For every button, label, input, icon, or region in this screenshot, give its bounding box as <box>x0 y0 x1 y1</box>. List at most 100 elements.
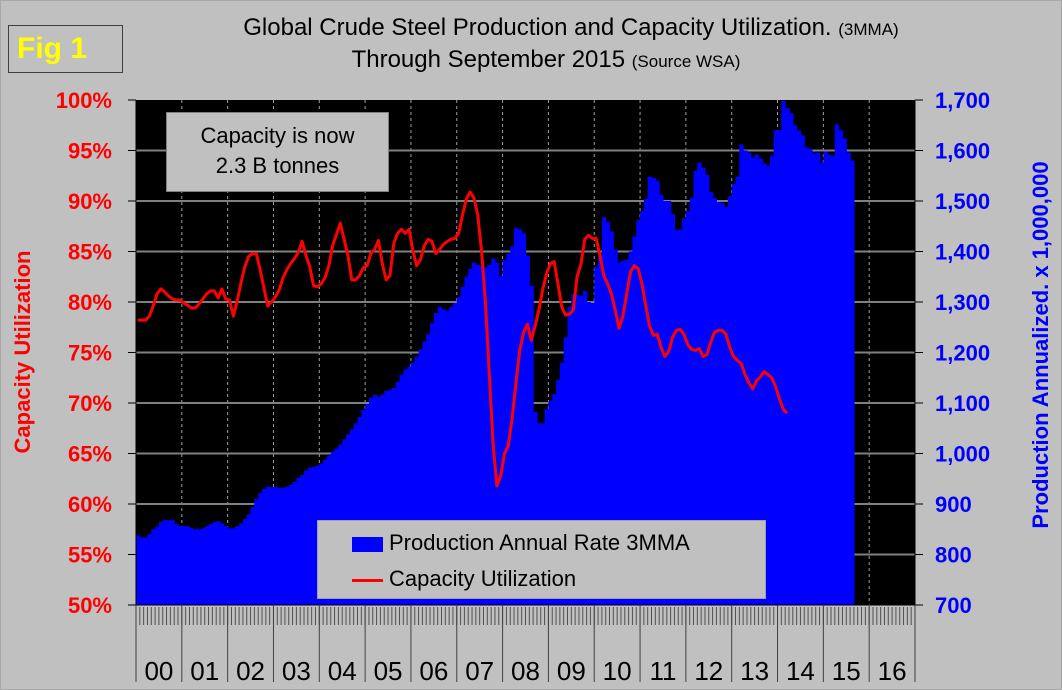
production-bar <box>288 484 294 605</box>
production-bar <box>724 207 729 605</box>
production-bar <box>472 262 477 605</box>
right-axis-tick-label: 800 <box>935 543 972 568</box>
production-bar <box>460 286 465 605</box>
production-bar <box>544 409 550 605</box>
production-bar <box>372 394 378 605</box>
production-bar <box>403 369 408 605</box>
x-axis-tick-label: 11 <box>649 656 676 686</box>
production-bar <box>598 255 603 606</box>
production-bar <box>395 381 401 605</box>
left-axis-tick-label: 60% <box>68 492 112 517</box>
production-bar <box>430 323 435 605</box>
x-axis-tick-label: 06 <box>419 656 448 686</box>
right-axis-tick-label: 1,100 <box>935 391 990 416</box>
production-bar <box>735 176 740 605</box>
production-bar <box>388 389 393 605</box>
production-bar <box>475 264 481 605</box>
production-bar <box>620 260 626 605</box>
production-bar <box>139 537 145 605</box>
production-bar <box>571 293 576 605</box>
chart-subtitle: Through September 2015 (Source WSA) <box>0 46 1062 74</box>
production-bar <box>437 307 443 605</box>
production-bar <box>819 162 824 605</box>
chart-title-note: (3MMA) <box>838 20 899 39</box>
production-bar <box>704 174 710 606</box>
production-bar <box>204 526 210 605</box>
production-bar <box>720 203 725 605</box>
production-bar <box>792 125 798 605</box>
production-bar <box>181 526 187 605</box>
legend-label-utilization: Capacity Utilization <box>389 566 577 591</box>
production-bar <box>842 138 847 605</box>
production-bar <box>685 211 691 605</box>
production-bar <box>788 113 794 605</box>
production-bar <box>796 130 802 606</box>
production-bar <box>441 309 446 605</box>
production-bar <box>258 492 263 605</box>
production-bar <box>666 201 672 605</box>
production-bar <box>758 158 763 605</box>
production-bar <box>399 374 404 605</box>
x-axis-tick-label: 13 <box>740 656 769 686</box>
production-bar <box>273 486 278 605</box>
production-bar <box>525 255 530 606</box>
production-bar <box>739 144 744 605</box>
production-bar <box>174 524 179 605</box>
left-axis-title: Capacity Utilization <box>10 251 35 454</box>
production-bar <box>468 268 473 605</box>
left-axis-tick-label: 65% <box>68 442 112 467</box>
production-bar <box>185 526 191 605</box>
production-bar <box>200 528 206 605</box>
production-bar <box>368 397 374 605</box>
production-bar <box>815 152 821 605</box>
production-bar <box>766 165 771 605</box>
production-bar <box>418 349 423 605</box>
production-bar <box>235 526 240 605</box>
production-bar <box>609 231 614 606</box>
production-bar <box>223 526 229 605</box>
production-bar <box>407 366 412 605</box>
legend-bar-swatch <box>352 536 383 552</box>
production-bar <box>613 249 618 606</box>
production-bar <box>750 157 756 605</box>
production-bar <box>834 124 840 606</box>
production-bar <box>376 396 381 605</box>
production-bar <box>800 135 805 605</box>
x-axis-tick-label: 04 <box>328 656 357 686</box>
production-bar <box>624 259 630 605</box>
production-bar <box>559 362 565 605</box>
production-bar <box>220 523 225 605</box>
production-bar <box>487 264 492 605</box>
production-bar <box>659 194 664 605</box>
production-bar <box>449 307 454 605</box>
production-bar <box>563 337 569 605</box>
production-bar <box>365 404 370 605</box>
production-bar <box>464 276 469 605</box>
production-bar <box>762 163 767 605</box>
left-axis-tick-label: 75% <box>68 341 112 366</box>
left-axis-tick-label: 85% <box>68 240 112 265</box>
production-bar <box>628 251 634 605</box>
production-bar <box>590 303 595 605</box>
production-bar <box>536 423 542 605</box>
right-axis-tick-label: 1,700 <box>935 88 990 113</box>
production-bar <box>727 195 733 605</box>
production-bar <box>670 214 676 605</box>
production-bar <box>158 521 164 605</box>
production-bar <box>846 152 851 605</box>
x-axis-tick-label: 00 <box>144 656 173 686</box>
production-bar <box>662 201 668 605</box>
production-bar <box>254 498 259 605</box>
production-bar <box>647 176 653 605</box>
production-bar <box>155 526 160 605</box>
production-bar <box>284 486 290 605</box>
production-bar <box>391 387 397 605</box>
chart-subtitle-note: (Source WSA) <box>631 52 741 71</box>
production-bar <box>239 523 244 605</box>
production-bar <box>426 334 431 605</box>
production-bar <box>197 529 202 605</box>
production-bar <box>296 477 301 605</box>
x-axis-tick-label: 16 <box>878 656 907 686</box>
left-axis-tick-labels: 50% 55% 60% 65% 70% 75% 80% 85% 90% 95% 100% <box>56 88 112 618</box>
production-bar <box>643 198 649 606</box>
